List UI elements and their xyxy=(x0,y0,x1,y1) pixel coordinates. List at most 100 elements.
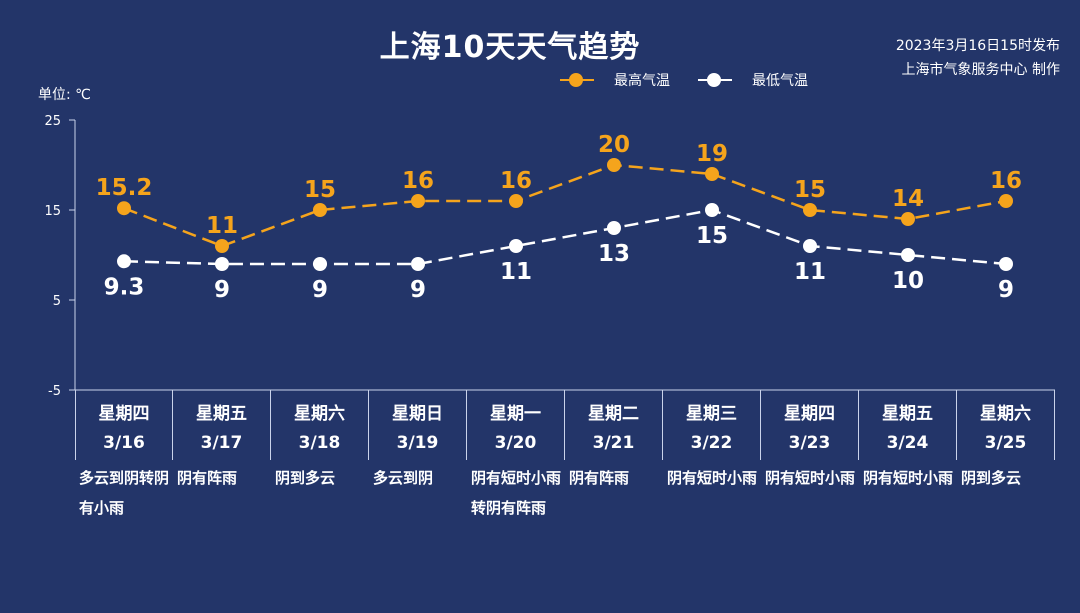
low-temp-label: 10 xyxy=(892,268,924,294)
day-date: 3/17 xyxy=(200,433,243,453)
high-temp-point xyxy=(313,203,327,217)
low-temp-label: 11 xyxy=(500,259,532,285)
high-temp-label: 16 xyxy=(990,168,1022,194)
high-temp-point xyxy=(509,194,523,208)
day-date: 3/19 xyxy=(396,433,439,453)
y-tick-label: 25 xyxy=(44,114,61,129)
day-date: 3/21 xyxy=(592,433,635,453)
high-temp-label: 14 xyxy=(892,186,924,212)
legend-item-low: 最低气温 xyxy=(698,70,808,90)
low-temp-label: 9.3 xyxy=(104,274,145,300)
low-temp-point xyxy=(215,257,229,271)
low-temp-point xyxy=(803,239,817,253)
low-temp-point xyxy=(607,221,621,235)
high-temp-label: 16 xyxy=(500,168,532,194)
y-tick-label: 15 xyxy=(44,204,61,219)
weather-row: 多云到阴转阴有小雨 阴有阵雨 阴到多云 多云到阴 阴有短时小雨转阴有阵雨 阴有阵雨 阴有短时… xyxy=(75,463,1055,523)
high-temp-label: 16 xyxy=(402,168,434,194)
low-temp-label: 9 xyxy=(312,277,328,303)
day-column: 星期四 3/16 xyxy=(75,390,173,460)
day-weekday: 星期二 xyxy=(588,404,639,424)
low-temp-label: 11 xyxy=(794,259,826,285)
day-column: 星期四 3/23 xyxy=(761,390,859,460)
day-column: 星期五 3/24 xyxy=(859,390,957,460)
low-temp-point xyxy=(117,254,131,269)
low-temp-label: 9 xyxy=(214,277,230,303)
low-temp-point xyxy=(901,248,915,262)
chart-title: 上海10天天气趋势 xyxy=(379,30,641,65)
high-temp-label: 20 xyxy=(598,132,630,158)
high-temp-label: 15 xyxy=(794,177,826,203)
low-temp-label: 13 xyxy=(598,241,630,267)
unit-label: 单位: ℃ xyxy=(38,87,91,103)
day-weekday: 星期六 xyxy=(294,404,345,424)
low-temp-point xyxy=(999,257,1013,271)
high-temp-point xyxy=(215,239,229,253)
low-temp-point xyxy=(509,239,523,253)
legend-low-label: 最低气温 xyxy=(752,73,808,89)
high-temp-point xyxy=(117,201,131,216)
legend-low-marker xyxy=(698,73,732,87)
day-weekday: 星期四 xyxy=(784,404,835,424)
day-date: 3/22 xyxy=(690,433,733,453)
day-date: 3/24 xyxy=(886,433,929,453)
low-temp-point xyxy=(411,257,425,271)
high-temp-point xyxy=(607,158,621,172)
weather-description: 多云到阴转阴有小雨 xyxy=(79,469,170,517)
legend-high-marker xyxy=(560,73,594,87)
high-temp-label: 15.2 xyxy=(96,175,153,201)
day-weekday: 星期一 xyxy=(490,404,541,424)
weather-description: 阴有短时小雨 xyxy=(765,469,856,487)
day-weekday: 星期六 xyxy=(980,404,1031,424)
high-temp-point xyxy=(803,203,817,217)
day-weekday: 星期四 xyxy=(98,404,150,424)
high-temp-point xyxy=(411,194,425,208)
high-temp-point xyxy=(901,212,915,226)
day-column: 星期六 3/25 xyxy=(957,390,1055,460)
high-temp-line xyxy=(123,163,1007,248)
day-column: 星期二 3/21 xyxy=(565,390,663,460)
low-temp-point xyxy=(705,203,719,217)
day-date: 3/16 xyxy=(103,433,145,453)
day-date: 3/18 xyxy=(298,433,341,453)
legend-high-label: 最高气温 xyxy=(614,73,670,89)
day-weekday: 星期三 xyxy=(686,404,737,424)
day-header-row: 星期四 3/16 星期五 3/17 星期六 3/18 星期日 3/19 星期一 3/20 星期二 3/… xyxy=(75,390,1055,460)
high-temp-point xyxy=(999,194,1013,208)
day-column: 星期日 3/19 xyxy=(369,390,467,460)
weather-description: 阴到多云 xyxy=(961,469,1022,487)
y-tick-label: 5 xyxy=(53,294,61,309)
weather-description: 阴有短时小雨转阴有阵雨 xyxy=(471,469,562,517)
day-column: 星期三 3/22 xyxy=(663,390,761,460)
weather-description: 阴有阵雨 xyxy=(569,469,630,487)
day-weekday: 星期五 xyxy=(196,404,247,424)
y-tick-label: -5 xyxy=(48,384,61,399)
high-temp-point xyxy=(705,167,719,181)
day-column: 星期五 3/17 xyxy=(173,390,271,460)
low-temp-point xyxy=(313,257,327,271)
weather-description: 阴有短时小雨 xyxy=(863,469,954,487)
high-temp-label: 15 xyxy=(304,177,336,203)
weather-description: 阴有短时小雨 xyxy=(667,469,758,487)
publish-time: 2023年3月16日15时发布 xyxy=(895,38,1060,54)
day-column: 星期六 3/18 xyxy=(271,390,369,460)
legend: 最高气温 最低气温 xyxy=(560,70,836,90)
day-column: 星期一 3/20 xyxy=(467,390,565,460)
day-date: 3/25 xyxy=(984,433,1027,453)
day-weekday: 星期日 xyxy=(392,404,443,424)
low-temp-line xyxy=(123,208,1007,266)
high-temp-label: 11 xyxy=(206,213,238,239)
weather-description: 多云到阴 xyxy=(373,469,434,487)
weather-description: 阴到多云 xyxy=(275,469,336,487)
low-temp-label: 15 xyxy=(696,223,728,249)
weather-description: 阴有阵雨 xyxy=(177,469,238,487)
low-temp-label: 9 xyxy=(998,277,1014,303)
day-weekday: 星期五 xyxy=(882,404,933,424)
publish-info: 2023年3月16日15时发布 上海市气象服务中心 制作 xyxy=(896,34,1060,82)
publisher: 上海市气象服务中心 制作 xyxy=(901,62,1060,78)
high-temp-label: 19 xyxy=(696,141,728,167)
legend-item-high: 最高气温 xyxy=(560,70,670,90)
low-temp-label: 9 xyxy=(410,277,426,303)
day-date: 3/23 xyxy=(788,433,831,453)
